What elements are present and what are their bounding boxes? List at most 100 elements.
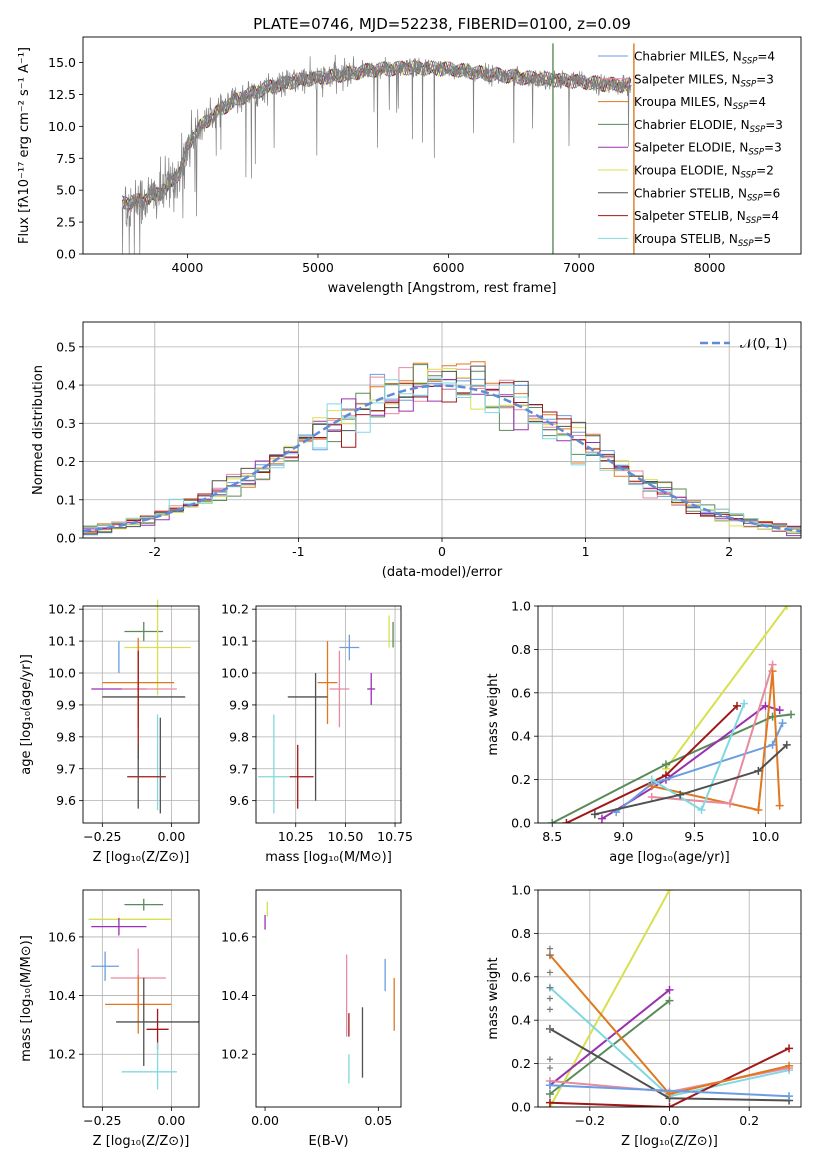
- weight-marker: [676, 790, 685, 799]
- weight-marker: [546, 1064, 553, 1071]
- y-axis-label: mass weight: [486, 957, 501, 1039]
- weight-marker: [545, 1089, 554, 1098]
- y-tick-label: 0.4: [56, 378, 76, 393]
- x-tick-label: 0.0: [660, 1113, 680, 1128]
- weight-marker: [661, 771, 670, 780]
- age_vs_mass-grid: [256, 606, 401, 823]
- x-tick-label: 0: [438, 544, 446, 559]
- y-axis-label: mass [log₁₀(M/M⊙)]: [19, 935, 34, 1062]
- weight-marker: [546, 995, 553, 1002]
- weight-marker: [785, 1044, 794, 1053]
- x-tick-label: -1: [292, 544, 304, 559]
- weight_vs_age-lines: [548, 606, 796, 823]
- weight-marker: [754, 805, 763, 814]
- weight-line: [549, 1084, 790, 1098]
- legend-entry: Kroupa STELIB, NSSP=5: [634, 232, 771, 249]
- weight-marker: [697, 805, 706, 814]
- weight-marker: [782, 740, 791, 749]
- mass_vs_Z-axes: −0.25 0.00 10.2 10.4 10.6 Z [log₁₀(Z/Z⊙)] mass…: [19, 890, 199, 1149]
- spectrum-legend: Chabrier MILES, NSSP=4 Salpeter MILES, NS…: [598, 50, 783, 249]
- weight-marker: [590, 810, 599, 819]
- x-axis-label: age [log₁₀(age/yr)]: [609, 850, 730, 865]
- weight-marker: [665, 1103, 674, 1107]
- mass_vs_ebv-frame: [255, 889, 402, 1108]
- age_vs_mass-axes: 10.25 10.50 10.75 9.6 9.7 9.8 9.9 10.0 10.1 10.2 m…: [221, 602, 413, 865]
- weight-marker: [546, 945, 553, 952]
- y-tick-label: 10.4: [221, 988, 249, 1003]
- spectrum-axes: 4000 5000 6000 7000 8000 0.0 2.5 5.0 7.5 10.0 12.5…: [17, 47, 726, 296]
- weight-marker: [665, 890, 674, 894]
- age_vs_Z-axes: −0.25 0.00 9.6 9.7 9.8 9.9 10.0 10.1 10.2 Z [log₁…: [19, 602, 199, 865]
- age_vs_Z-grid: [83, 606, 199, 823]
- y-tick-label: 0.2: [56, 454, 76, 469]
- weight-line: [549, 890, 671, 1107]
- y-tick-label: 10.6: [48, 929, 76, 944]
- weight-marker: [665, 985, 674, 994]
- x-tick-label: 8.5: [542, 829, 562, 844]
- normal-curve: [83, 384, 801, 533]
- weight-marker: [754, 766, 763, 775]
- weight-marker: [597, 814, 606, 823]
- y-tick-label: 2.5: [56, 215, 76, 230]
- weight-marker: [778, 719, 787, 728]
- weight_vs_Z-frame: [537, 889, 802, 1108]
- x-axis-label: E(B-V): [308, 1134, 348, 1149]
- y-tick-label: 5.0: [56, 183, 76, 198]
- x-tick-label: 10.0: [752, 829, 780, 844]
- legend-entry: Chabrier MILES, NSSP=4: [634, 50, 775, 67]
- weight-marker: [647, 775, 656, 784]
- y-tick-label: 9.8: [56, 729, 76, 744]
- residuals-frame: [82, 321, 802, 539]
- x-tick-label: 5000: [302, 260, 334, 275]
- legend-entry: Salpeter STELIB, NSSP=4: [634, 209, 779, 226]
- weight_vs_age-axes: 8.5 9.0 9.5 10.0 0.0 0.2 0.4 0.6 0.8 1.0 age [log₁…: [486, 599, 801, 865]
- y-tick-label: 15.0: [48, 55, 76, 70]
- weight-marker: [768, 740, 777, 749]
- y-axis-label: mass weight: [486, 673, 501, 755]
- legend-entry: Salpeter ELODIE, NSSP=3: [634, 141, 782, 158]
- legend-entry: Kroupa MILES, NSSP=4: [634, 95, 766, 112]
- y-tick-label: 0.2: [511, 772, 531, 787]
- weight-line: [665, 606, 788, 770]
- weight-marker: [546, 1056, 553, 1063]
- y-tick-label: 10.1: [48, 634, 76, 649]
- weight-marker: [545, 1081, 554, 1090]
- weight-marker: [768, 660, 777, 669]
- weight-marker: [775, 801, 784, 810]
- weight-line: [651, 670, 781, 812]
- y-tick-label: 0.4: [511, 729, 531, 744]
- weight-line: [594, 744, 788, 816]
- x-axis-label: wavelength [Angstrom, rest frame]: [328, 281, 557, 296]
- y-tick-label: 0.3: [56, 416, 76, 431]
- y-tick-label: 0.5: [56, 339, 76, 354]
- x-tick-label: −0.25: [83, 829, 121, 844]
- x-axis-label: mass [log₁₀(M/M⊙)]: [265, 850, 392, 865]
- residuals-axes: -2 -1 0 1 2 0.0 0.1 0.2 0.3 0.4 0.5 (data-model)/er…: [31, 322, 801, 580]
- y-tick-label: 10.2: [48, 1047, 76, 1062]
- mass_vs_Z-grid: [83, 890, 199, 1107]
- x-tick-label: 10.25: [278, 829, 314, 844]
- y-tick-label: 10.2: [48, 602, 76, 617]
- weight-marker: [562, 819, 571, 823]
- weight-marker: [787, 710, 796, 719]
- x-tick-label: 10.50: [327, 829, 363, 844]
- y-tick-label: 0.8: [511, 642, 531, 657]
- legend-entry: Chabrier STELIB, NSSP=6: [634, 186, 780, 203]
- x-tick-label: 6000: [433, 260, 465, 275]
- legend-entry: Salpeter MILES, NSSP=3: [634, 72, 774, 89]
- y-tick-label: 1.0: [511, 599, 531, 614]
- y-tick-label: 9.6: [56, 793, 76, 808]
- y-tick-label: 10.6: [221, 929, 249, 944]
- weight-marker: [733, 701, 742, 710]
- weight-marker: [546, 1025, 553, 1032]
- x-tick-label: 0.2: [739, 1113, 759, 1128]
- x-tick-label: 9.0: [613, 829, 633, 844]
- spectrum-frame: [82, 36, 802, 255]
- x-tick-label: 8000: [694, 260, 726, 275]
- mass_vs_Z-frame: [82, 889, 200, 1108]
- y-tick-label: 10.1: [221, 634, 249, 649]
- mass_vs_ebv-points: [264, 901, 395, 1084]
- weight-line: [549, 989, 671, 1087]
- weight-line: [615, 722, 784, 813]
